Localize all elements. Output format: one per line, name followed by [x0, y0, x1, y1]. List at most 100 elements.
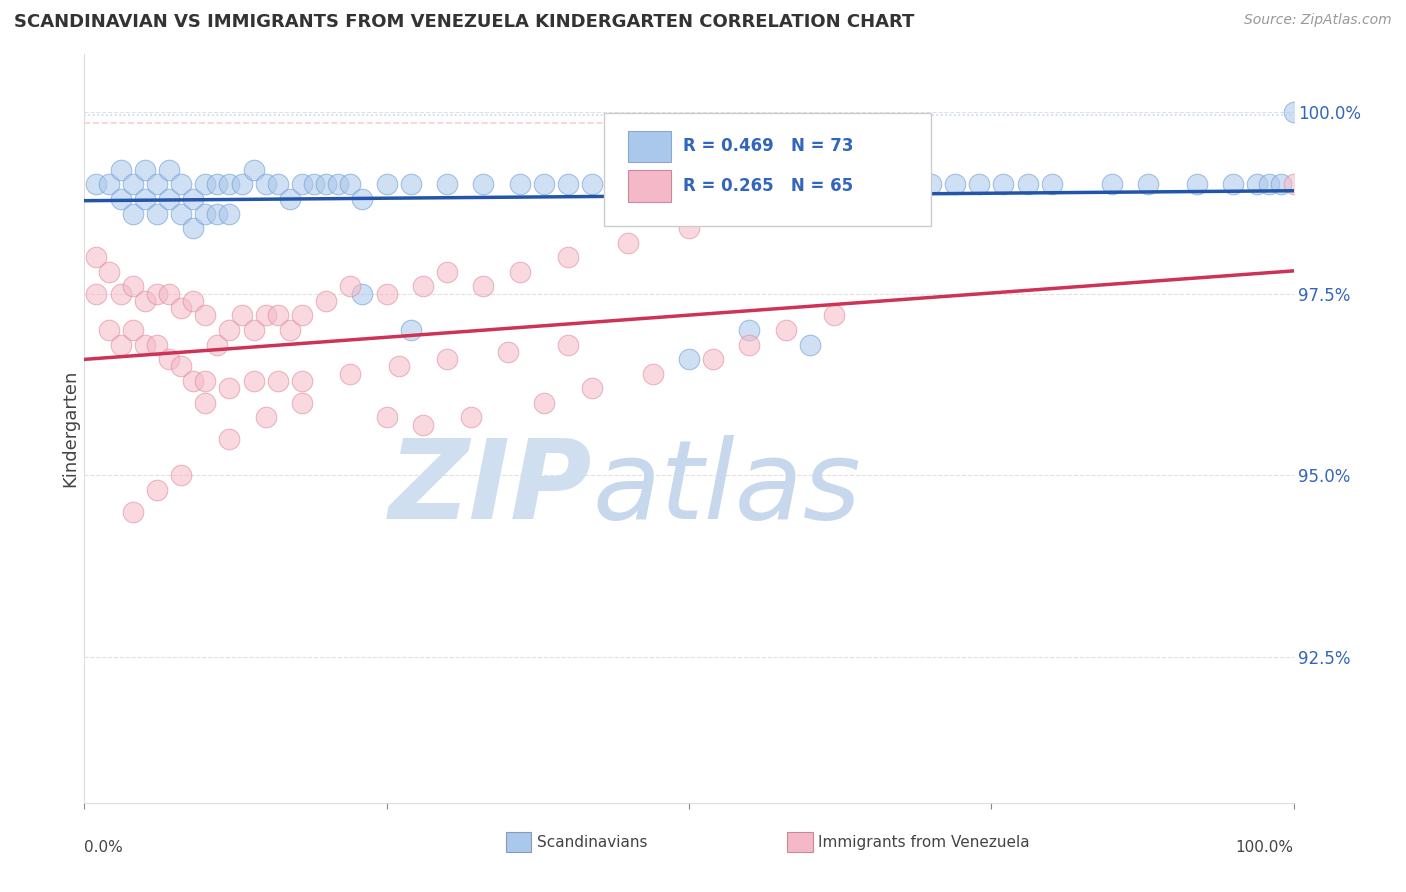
Point [1222, 178, 1244, 192]
Point [412, 417, 434, 432]
Point [399, 323, 422, 337]
Point [231, 178, 253, 192]
Point [581, 381, 603, 395]
Y-axis label: Kindergarten: Kindergarten [62, 369, 80, 487]
Point [97, 265, 120, 279]
Point [339, 367, 361, 381]
Point [207, 337, 229, 351]
Point [134, 293, 156, 308]
Point [339, 279, 361, 293]
Point [207, 206, 229, 220]
Point [146, 206, 169, 220]
Point [134, 337, 156, 351]
Text: 0.0%: 0.0% [84, 840, 124, 855]
Point [170, 178, 193, 192]
Point [218, 432, 240, 446]
Point [267, 178, 290, 192]
Point [436, 178, 458, 192]
Point [775, 323, 797, 337]
Bar [628, 131, 671, 162]
Point [157, 162, 180, 177]
Point [97, 323, 120, 337]
Point [1101, 178, 1123, 192]
Point [581, 178, 603, 192]
Point [738, 337, 761, 351]
Point [1270, 178, 1292, 192]
Point [267, 309, 290, 323]
Point [267, 374, 290, 388]
Point [194, 178, 217, 192]
Point [1246, 178, 1268, 192]
Point [194, 309, 217, 323]
Point [207, 178, 229, 192]
Point [218, 323, 240, 337]
Point [110, 192, 132, 206]
Point [134, 162, 156, 177]
Point [146, 337, 169, 351]
Point [291, 178, 314, 192]
Point [702, 352, 724, 367]
Point [278, 323, 301, 337]
Text: Scandinavians: Scandinavians [537, 835, 648, 849]
Point [181, 221, 204, 235]
Point [375, 410, 398, 425]
Point [702, 178, 724, 192]
Text: atlas: atlas [592, 434, 860, 541]
Point [943, 178, 966, 192]
Point [678, 178, 700, 192]
Point [352, 286, 374, 301]
Point [181, 374, 204, 388]
Point [557, 337, 579, 351]
Point [846, 178, 869, 192]
Point [254, 309, 277, 323]
Point [920, 178, 942, 192]
Point [460, 410, 482, 425]
Text: R = 0.469   N = 73: R = 0.469 N = 73 [683, 137, 853, 155]
Point [254, 410, 277, 425]
Point [1282, 178, 1305, 192]
Point [121, 279, 143, 293]
Point [121, 505, 143, 519]
Point [218, 206, 240, 220]
Point [170, 301, 193, 315]
Point [1282, 104, 1305, 119]
Point [630, 178, 652, 192]
Point [1040, 178, 1063, 192]
FancyBboxPatch shape [605, 113, 931, 226]
Point [496, 344, 519, 359]
Point [146, 483, 169, 497]
Point [278, 192, 301, 206]
Point [110, 337, 132, 351]
Point [181, 192, 204, 206]
Point [725, 178, 748, 192]
Point [218, 178, 240, 192]
Point [993, 178, 1015, 192]
Point [157, 352, 180, 367]
Text: Immigrants from Venezuela: Immigrants from Venezuela [818, 835, 1031, 849]
Point [509, 178, 531, 192]
Text: Source: ZipAtlas.com: Source: ZipAtlas.com [1244, 13, 1392, 28]
Point [170, 468, 193, 483]
Point [86, 178, 108, 192]
Point [605, 178, 627, 192]
Point [654, 178, 676, 192]
Point [302, 178, 325, 192]
Text: SCANDINAVIAN VS IMMIGRANTS FROM VENEZUELA KINDERGARTEN CORRELATION CHART: SCANDINAVIAN VS IMMIGRANTS FROM VENEZUEL… [14, 13, 914, 31]
Point [194, 395, 217, 409]
Point [231, 309, 253, 323]
Point [436, 265, 458, 279]
Point [291, 309, 314, 323]
Point [533, 395, 555, 409]
Point [436, 352, 458, 367]
Point [170, 359, 193, 374]
Text: ZIP: ZIP [388, 434, 592, 541]
Point [967, 178, 990, 192]
Point [1137, 178, 1160, 192]
Point [872, 178, 894, 192]
Point [110, 162, 132, 177]
Point [86, 286, 108, 301]
Point [181, 293, 204, 308]
Point [412, 279, 434, 293]
Point [170, 206, 193, 220]
Point [110, 286, 132, 301]
